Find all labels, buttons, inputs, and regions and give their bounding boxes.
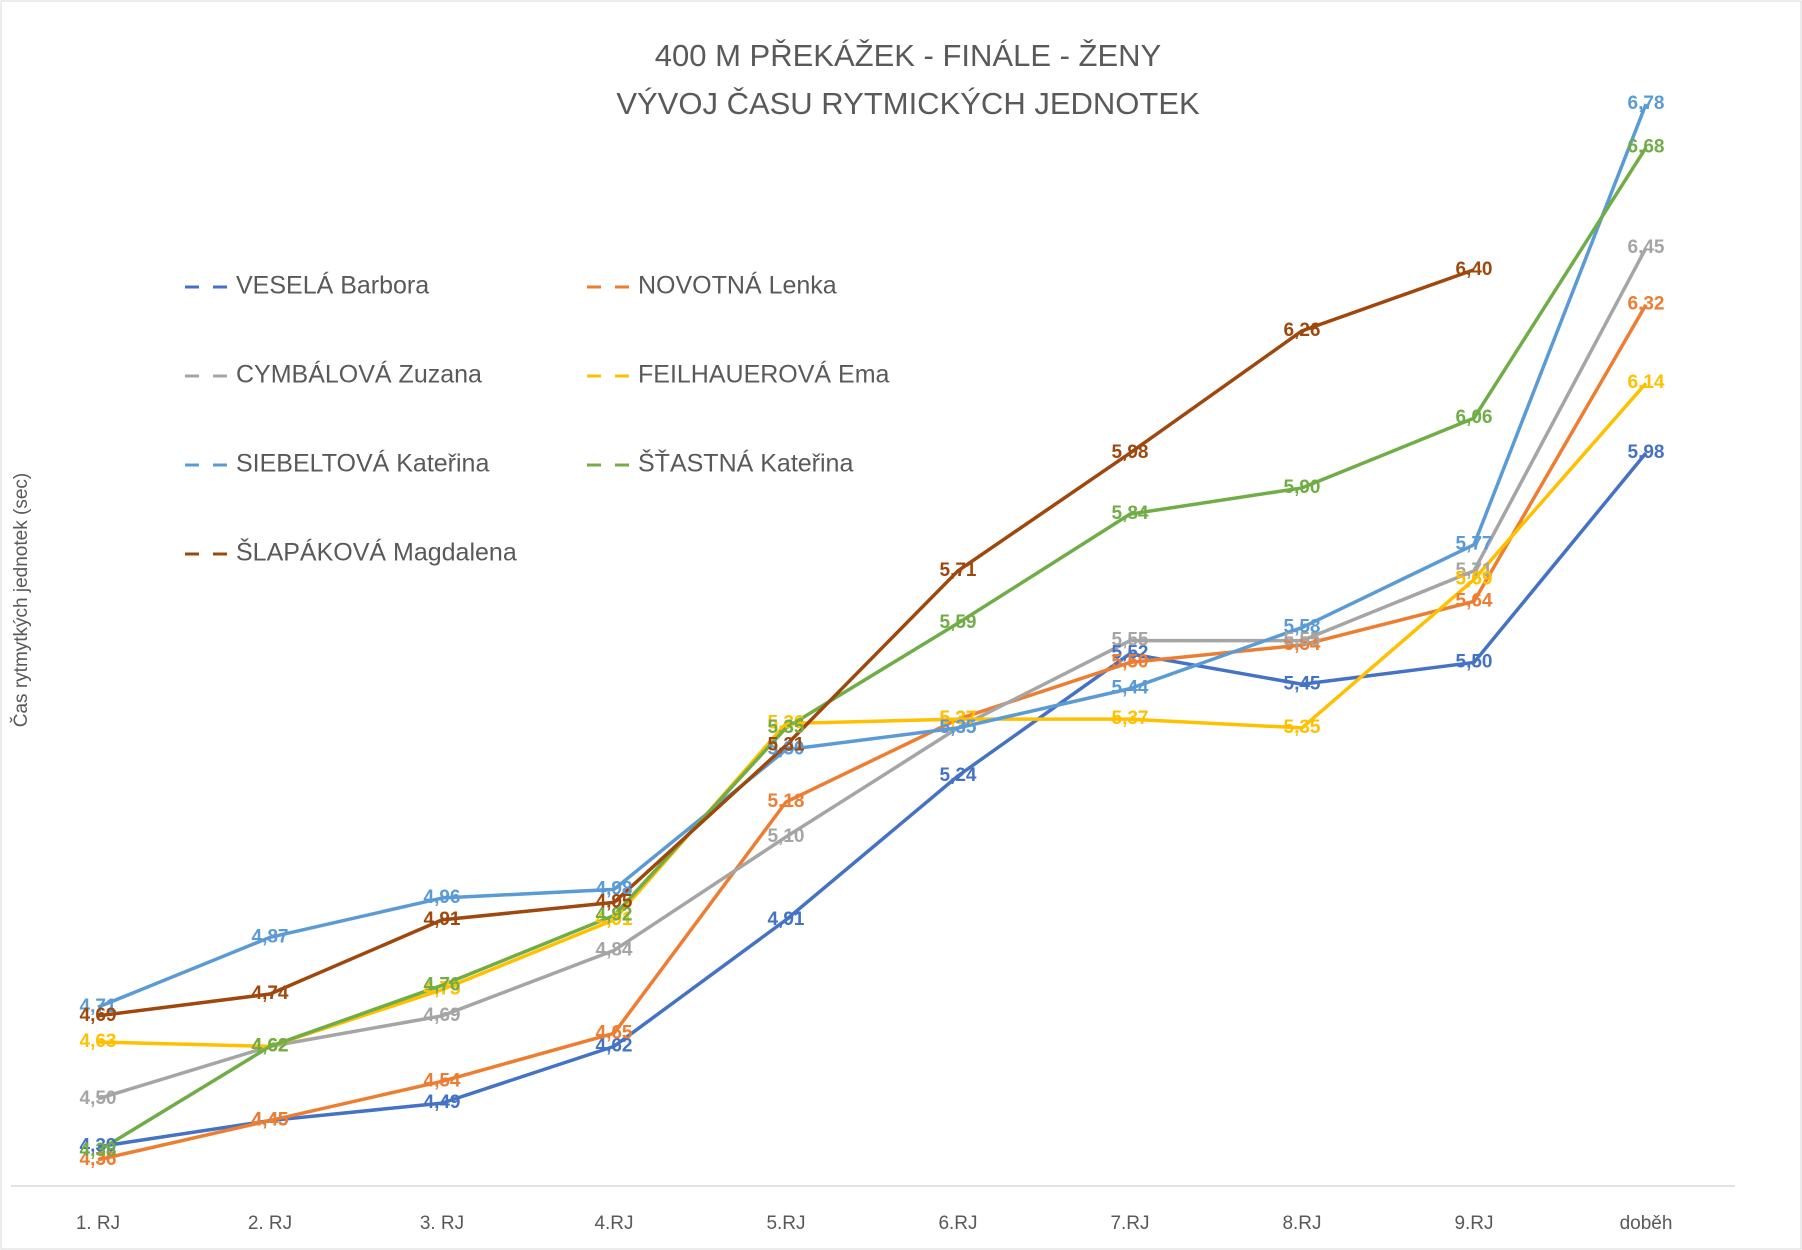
chart-subtitle: VÝVOJ ČASU RYTMICKÝCH JEDNOTEK [616, 86, 1200, 121]
data-label: 5,98 [1112, 442, 1149, 463]
series-line [97, 451, 1648, 1149]
data-label: 4,65 [596, 1022, 633, 1043]
data-label: 5,35 [940, 717, 977, 738]
data-label: 5,35 [768, 717, 805, 738]
data-label: 5,98 [1628, 442, 1665, 463]
x-tick-label: 4.RJ [594, 1213, 633, 1234]
data-label: 5,58 [1284, 617, 1321, 638]
data-label: 4,76 [424, 974, 461, 995]
data-label: 5,18 [768, 791, 805, 812]
data-label: 5,69 [1456, 569, 1493, 590]
x-tick-label: 7.RJ [1110, 1213, 1149, 1234]
data-label: 5,24 [940, 765, 977, 786]
data-label: 4,49 [424, 1092, 461, 1113]
data-label: 6,26 [1284, 320, 1321, 341]
data-label: 4,45 [252, 1110, 289, 1131]
data-label: 5,37 [940, 708, 977, 729]
data-label: 4,62 [252, 1035, 289, 1056]
data-label: 4,74 [252, 983, 289, 1004]
data-label: 5,44 [1112, 678, 1149, 699]
x-tick-label: 6.RJ [938, 1213, 977, 1234]
data-label: 4,84 [596, 939, 633, 960]
data-label: 5,37 [1112, 708, 1149, 729]
data-label: 4,62 [596, 1035, 633, 1056]
x-tick-label: 2. RJ [248, 1213, 292, 1234]
data-label: 4,95 [596, 891, 633, 912]
data-label: 4,54 [424, 1070, 461, 1091]
data-label: 5,45 [1284, 673, 1321, 694]
data-label: 4,98 [596, 878, 633, 899]
data-label: 5,50 [1112, 651, 1149, 672]
data-label: 4,62 [252, 1035, 289, 1056]
data-label: 6,14 [1628, 372, 1665, 393]
series-line [97, 382, 1648, 1049]
data-label: 5,77 [1456, 534, 1493, 555]
data-label: 4,91 [596, 909, 633, 930]
legend-label: NOVOTNÁ Lenka [638, 271, 837, 300]
series-line [97, 146, 1648, 1153]
legend-label: VESELÁ Barbora [236, 271, 429, 300]
series-line [97, 103, 1648, 1009]
legend-label: ŠLAPÁKOVÁ Magdalena [236, 538, 517, 567]
data-label: 5,90 [1284, 477, 1321, 498]
data-label: 4,69 [424, 1005, 461, 1026]
data-label: 6,78 [1628, 93, 1665, 114]
data-label: 5,30 [768, 739, 805, 760]
data-label: 4,36 [80, 1149, 117, 1170]
x-tick-label: 1. RJ [76, 1213, 120, 1234]
data-label: 5,54 [1284, 634, 1321, 655]
data-label: 4,38 [80, 1140, 117, 1161]
series-line [97, 303, 1648, 1162]
x-tick-label: 9.RJ [1454, 1213, 1493, 1234]
chart-title: 400 M PŘEKÁŽEK - FINÁLE - ŽENY [655, 38, 1161, 73]
data-label: 4,50 [80, 1088, 117, 1109]
data-label: 5,10 [768, 826, 805, 847]
data-label: 4,92 [596, 905, 633, 926]
data-label: 4,62 [252, 1035, 289, 1056]
data-label: 5,55 [1284, 630, 1321, 651]
data-label: 4,87 [252, 926, 289, 947]
data-label: 4,71 [80, 996, 117, 1017]
data-label: 6,40 [1456, 259, 1493, 280]
data-label: 4,39 [80, 1136, 117, 1157]
data-label: 5,52 [1112, 643, 1149, 664]
data-label: 5,50 [1456, 651, 1493, 672]
data-label: 6,32 [1628, 294, 1665, 315]
legend-label: SIEBELTOVÁ Kateřina [236, 449, 489, 478]
data-label: 5,55 [1112, 630, 1149, 651]
data-label: 4,96 [424, 887, 461, 908]
data-label: 5,35 [940, 717, 977, 738]
data-label: 5,37 [940, 708, 977, 729]
data-label: 4,75 [424, 979, 461, 1000]
data-label: 4,69 [80, 1005, 117, 1026]
data-label: 5,31 [768, 734, 805, 755]
x-tick-label: 8.RJ [1282, 1213, 1321, 1234]
data-label: 6,45 [1628, 237, 1665, 258]
legend-label: FEILHAUEROVÁ Ema [638, 360, 890, 389]
data-label: 4,91 [424, 909, 461, 930]
data-label: 6,06 [1456, 407, 1493, 428]
series-line [97, 268, 1475, 1018]
series-line [97, 247, 1648, 1101]
legend-label: ŠŤASTNÁ Kateřina [638, 449, 853, 478]
data-label: 5,59 [940, 612, 977, 633]
x-tick-label: 3. RJ [420, 1213, 464, 1234]
data-label: 4,91 [768, 909, 805, 930]
x-tick-label: 5.RJ [766, 1213, 805, 1234]
data-label: 5,71 [940, 560, 977, 581]
y-axis-label: Čas rytmytkých jednotek (sec) [10, 473, 32, 727]
data-label: 4,63 [80, 1031, 117, 1052]
data-label: 5,36 [768, 713, 805, 734]
data-label: 5,84 [1112, 503, 1149, 524]
legend-label: CYMBÁLOVÁ Zuzana [236, 360, 482, 389]
data-label: 4,45 [252, 1110, 289, 1131]
data-label: 5,64 [1456, 590, 1493, 611]
data-label: 5,71 [1456, 560, 1493, 581]
data-label: 6,68 [1628, 137, 1665, 158]
x-tick-label: doběh [1620, 1213, 1673, 1234]
data-label: 5,35 [1284, 717, 1321, 738]
